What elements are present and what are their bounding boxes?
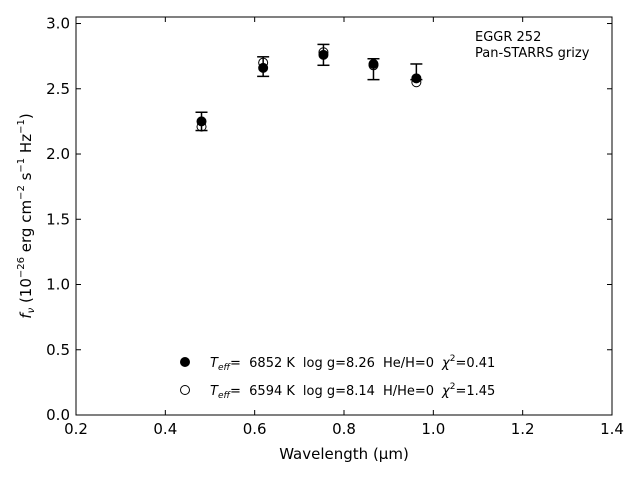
legend-entry-1: Teff= 6852 K log g=8.26 He/H=0 χ2=0.41 bbox=[210, 354, 495, 373]
legend-2-teff-label: T bbox=[210, 384, 219, 399]
ticks: 0.2 0.4 0.6 0.8 1.0 1.2 1.4 0.0 0.5 1.0 1.5 2.0 2.5 3… bbox=[46, 15, 624, 438]
legend-1-teff-value: = 6852 K bbox=[230, 356, 295, 371]
y-label-nu: ν bbox=[26, 307, 37, 313]
x-axis-label: Wavelength (μm) bbox=[279, 445, 409, 463]
legend-2-teff-value: = 6594 K bbox=[230, 384, 295, 399]
y-tick-label: 1.0 bbox=[46, 276, 70, 294]
data-points bbox=[196, 47, 422, 132]
y-tick-label: 2.5 bbox=[46, 80, 70, 98]
y-label-close: ) bbox=[17, 113, 35, 119]
legend-1-chi-sup: 2 bbox=[450, 354, 456, 364]
y-label-exp1: −26 bbox=[16, 257, 27, 278]
legend-1-chi-value: =0.41 bbox=[455, 356, 495, 371]
legend-1-teff-sub: eff bbox=[218, 363, 232, 373]
y-label-exp3: −1 bbox=[16, 158, 27, 173]
legend-2-chi-label: χ bbox=[441, 384, 451, 399]
legend-marker-open bbox=[180, 385, 190, 395]
error-bars bbox=[195, 43, 423, 132]
y-axis-label: fν (10−26 erg cm−2 s−1 Hz−1) bbox=[16, 113, 37, 318]
y-tick-label: 1.5 bbox=[46, 210, 70, 228]
x-tick-label: 1.4 bbox=[600, 420, 624, 438]
legend-2-comp: H/He=0 bbox=[383, 384, 434, 399]
data-point-filled bbox=[368, 58, 379, 69]
data-point-filled bbox=[318, 49, 329, 60]
y-label-f: f bbox=[17, 311, 35, 319]
annotation-line-2: Pan-STARRS grizy bbox=[475, 46, 590, 61]
data-point-filled bbox=[411, 73, 422, 84]
x-tick-label: 1.2 bbox=[511, 420, 535, 438]
legend-1-logg: log g=8.26 bbox=[303, 356, 375, 371]
x-tick-label: 0.8 bbox=[332, 420, 356, 438]
x-tick-label: 0.2 bbox=[64, 420, 88, 438]
annotation-line-1: EGGR 252 bbox=[475, 30, 541, 45]
legend-1-comp: He/H=0 bbox=[383, 356, 434, 371]
y-label-unit1: erg cm bbox=[17, 200, 35, 257]
x-tick-label: 0.6 bbox=[243, 420, 267, 438]
legend-2-chi-value: =1.45 bbox=[455, 384, 495, 399]
data-point-filled bbox=[258, 62, 269, 73]
y-tick-label: 3.0 bbox=[46, 15, 70, 33]
data-point-filled bbox=[196, 116, 207, 127]
annotation: EGGR 252 Pan-STARRS grizy bbox=[475, 30, 590, 61]
y-label-exp2: −2 bbox=[16, 185, 27, 200]
legend-2-logg: log g=8.14 bbox=[303, 384, 375, 399]
y-tick-label: 2.0 bbox=[46, 145, 70, 163]
y-label-exp4: −1 bbox=[16, 119, 27, 134]
x-tick-label: 1.0 bbox=[421, 420, 445, 438]
legend-2-teff-sub: eff bbox=[218, 391, 232, 401]
legend-marker-filled bbox=[180, 357, 190, 367]
y-label-unit3: Hz bbox=[17, 134, 35, 158]
legend-1-teff-label: T bbox=[210, 356, 219, 371]
y-label-paren: (10 bbox=[17, 278, 35, 308]
legend-entry-2: Teff= 6594 K log g=8.14 H/He=0 χ2=1.45 bbox=[210, 382, 495, 401]
y-label-unit2: s bbox=[17, 172, 35, 185]
legend-1-chi-label: χ bbox=[441, 356, 451, 371]
y-tick-label: 0.5 bbox=[46, 341, 70, 359]
legend-2-chi-sup: 2 bbox=[450, 382, 456, 392]
y-tick-label: 0.0 bbox=[46, 406, 70, 424]
x-tick-label: 0.4 bbox=[153, 420, 177, 438]
